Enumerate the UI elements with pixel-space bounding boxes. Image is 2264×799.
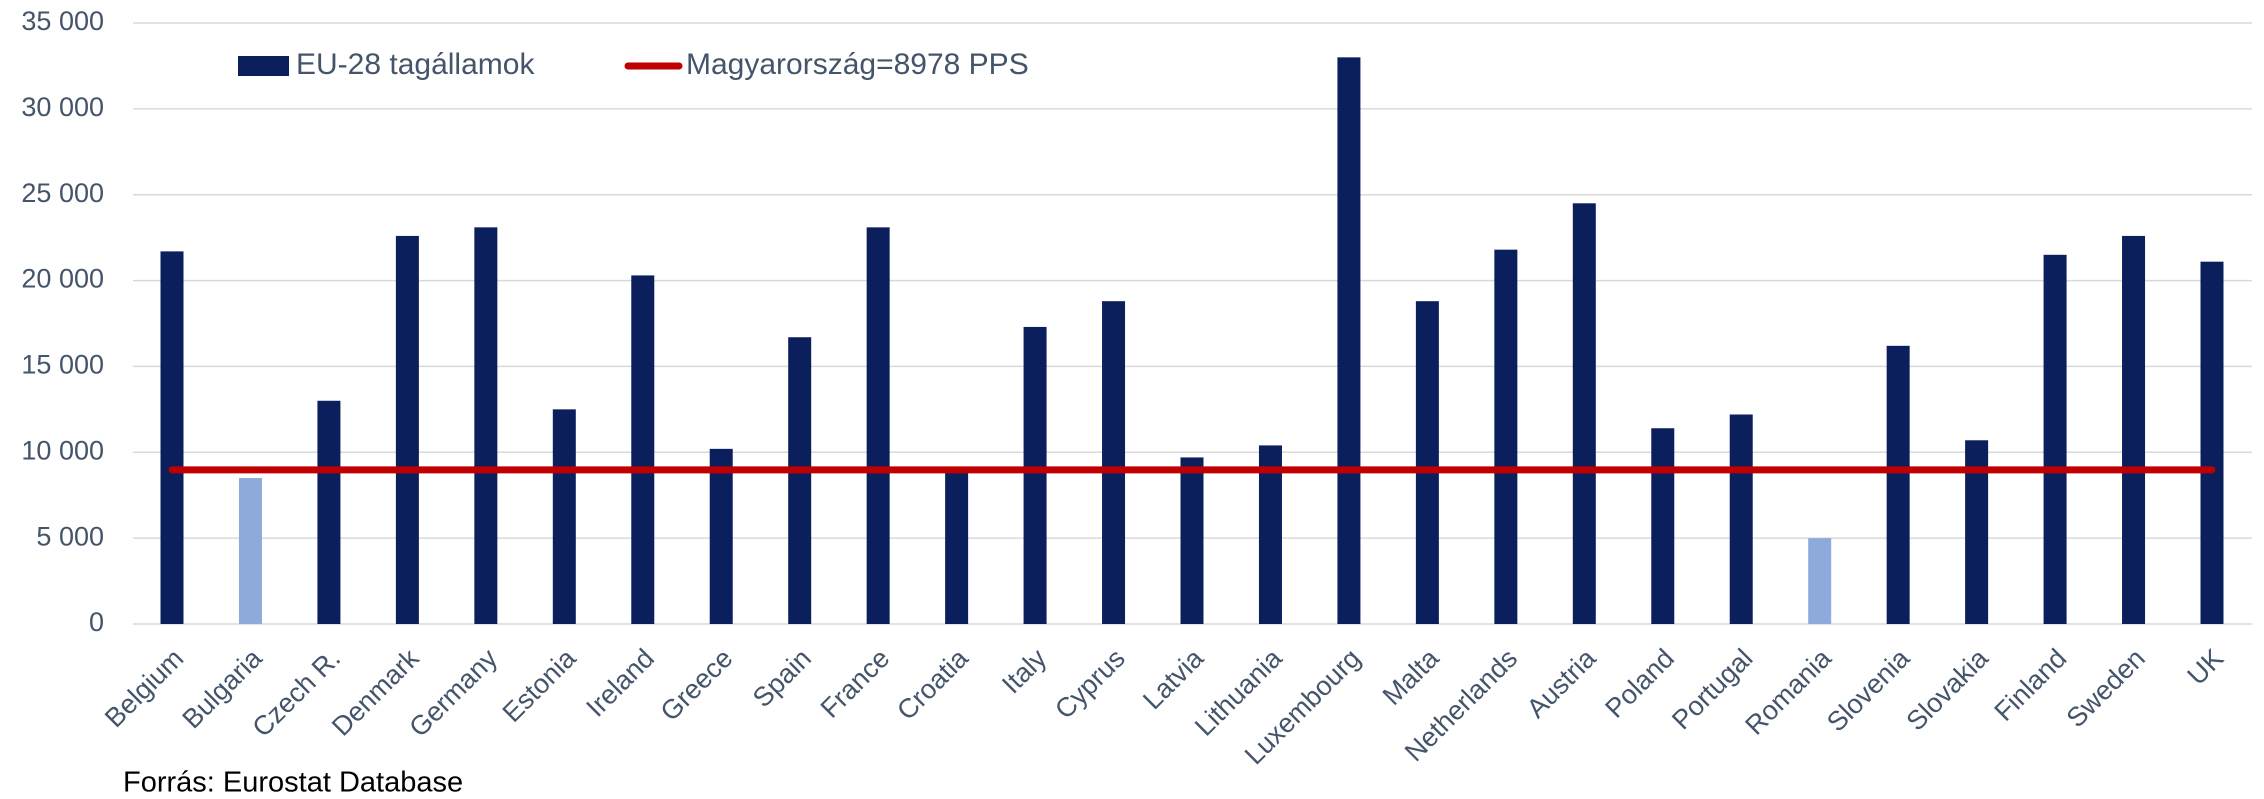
x-tick-label: Slovakia bbox=[1901, 642, 1995, 736]
x-tick-label: Greece bbox=[655, 643, 739, 727]
bar bbox=[631, 275, 655, 624]
bar bbox=[2043, 254, 2067, 625]
bar bbox=[1337, 57, 1361, 625]
bar bbox=[2122, 235, 2146, 624]
legend-label: Magyarország=8978 PPS bbox=[686, 48, 1029, 81]
bar bbox=[788, 337, 812, 624]
x-tick-label: Finland bbox=[1989, 643, 2073, 727]
y-tick-label: 10 000 bbox=[21, 435, 104, 465]
x-tick-label: Germany bbox=[403, 643, 503, 743]
bar bbox=[945, 469, 969, 624]
bar bbox=[1180, 457, 1204, 624]
y-tick-label: 30 000 bbox=[21, 92, 104, 122]
bar bbox=[552, 409, 576, 624]
bar bbox=[1494, 249, 1518, 625]
x-tick-label: UK bbox=[2182, 643, 2230, 691]
legend-marker bbox=[238, 56, 289, 76]
bar bbox=[1258, 445, 1282, 624]
bar bbox=[866, 227, 890, 624]
bar bbox=[709, 448, 733, 624]
x-tick-label: France bbox=[815, 643, 896, 724]
x-tick-label: Estonia bbox=[497, 642, 583, 728]
bar bbox=[1965, 440, 1989, 624]
bar bbox=[1415, 301, 1439, 624]
bar bbox=[2200, 261, 2224, 624]
x-tick-label: Croatia bbox=[891, 642, 974, 725]
y-tick-label: 5 000 bbox=[36, 521, 104, 551]
bar bbox=[1102, 301, 1126, 624]
x-tick-label: Spain bbox=[747, 643, 817, 713]
y-tick-label: 20 000 bbox=[21, 264, 104, 294]
x-tick-label: Malta bbox=[1377, 642, 1446, 711]
x-tick-label: Cyprus bbox=[1049, 643, 1131, 725]
legend-label: EU-28 tagállamok bbox=[296, 48, 535, 81]
x-tick-label: Ireland bbox=[580, 643, 660, 723]
y-tick-label: 25 000 bbox=[21, 178, 104, 208]
bar bbox=[1023, 326, 1047, 624]
x-tick-label: Italy bbox=[996, 643, 1053, 700]
x-tick-label: Slovenia bbox=[1821, 642, 1916, 737]
x-tick-label: Romania bbox=[1739, 642, 1837, 740]
x-tick-label: Austria bbox=[1521, 642, 1602, 723]
bar bbox=[1729, 414, 1753, 624]
bar bbox=[1651, 428, 1675, 624]
bar bbox=[160, 251, 184, 624]
bar bbox=[1572, 203, 1596, 625]
bar bbox=[238, 478, 262, 624]
bar bbox=[1808, 538, 1832, 624]
source: Forrás: Eurostat Database bbox=[123, 767, 463, 799]
x-tick-label: Latvia bbox=[1137, 642, 1210, 715]
y-tick-label: 35 000 bbox=[21, 6, 104, 36]
y-tick-label: 15 000 bbox=[21, 350, 104, 380]
bar bbox=[1886, 345, 1910, 624]
x-tick-label: Sweden bbox=[2061, 643, 2151, 733]
bar bbox=[474, 227, 498, 624]
x-tick-label: Belgium bbox=[99, 643, 189, 733]
bar bbox=[395, 235, 419, 624]
y-tick-label: 0 bbox=[89, 607, 104, 637]
bar bbox=[317, 400, 341, 624]
